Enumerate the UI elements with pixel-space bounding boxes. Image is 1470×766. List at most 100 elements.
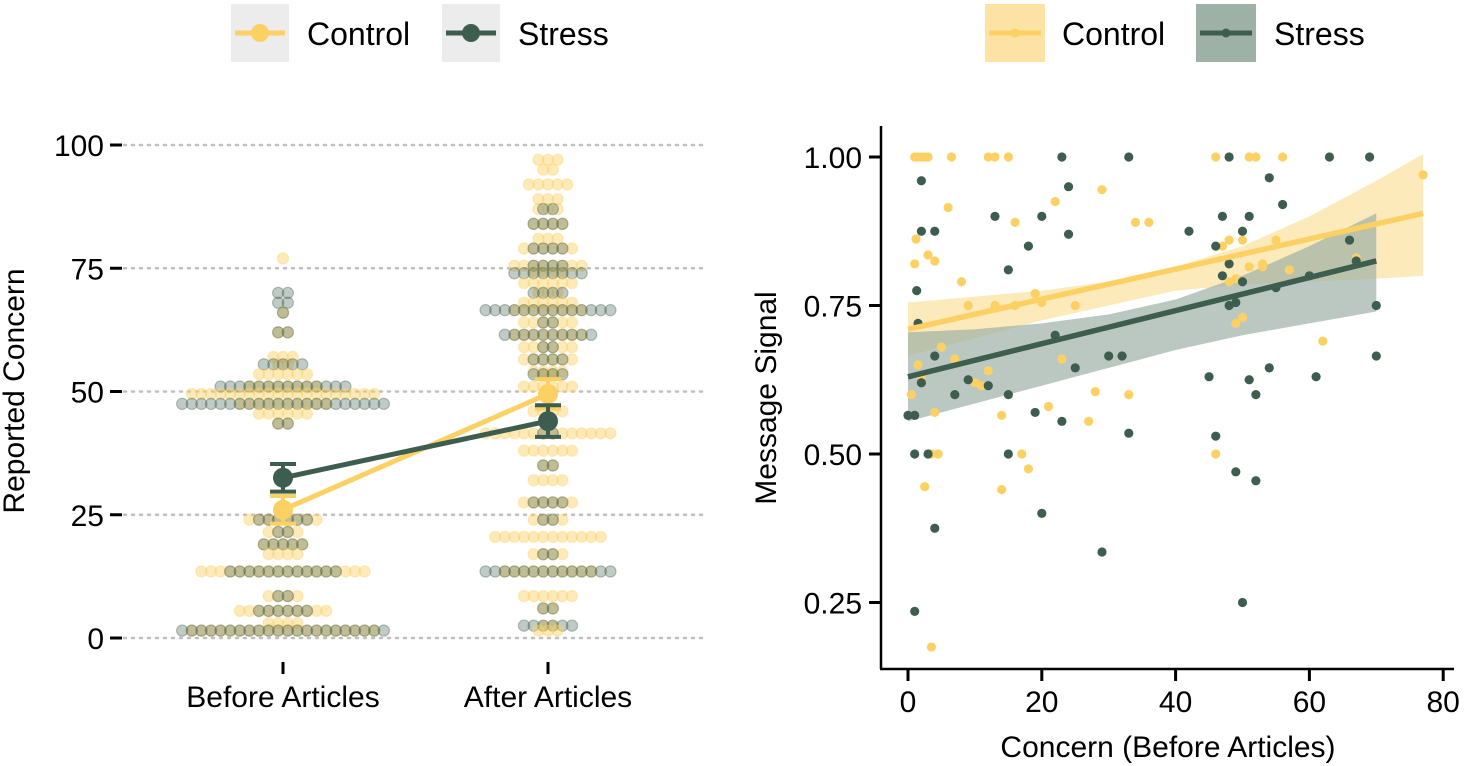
control-dot [546,316,560,329]
control-dot [508,530,521,544]
legend-label-control: Control [307,16,410,52]
stress-dot [281,589,294,603]
control-dot [565,242,579,255]
stress-dot [257,358,270,371]
control-dot [252,624,266,637]
stress-dot [537,602,550,615]
control-scatter-point [1244,152,1254,162]
stress-dot [175,397,189,411]
stress-scatter-point [1237,597,1248,608]
y-tick-label: 50 [71,377,104,410]
control-dot [272,525,285,539]
stress-dot [537,217,550,231]
stress-scatter-point [1063,229,1074,239]
control-dot [556,259,569,272]
control-dot [262,397,275,411]
control-dot [546,259,560,272]
stress-scatter-point [983,381,993,391]
stress-dot [575,266,588,280]
stress-scatter-point [1204,372,1214,382]
stress-dot [276,538,290,551]
control-dot [272,407,285,420]
stress-dot [556,286,569,300]
stress-dot [537,565,550,578]
control-dot [565,565,579,578]
control-scatter-point [933,449,943,459]
stress-scatter-point [1104,351,1114,361]
y-tick-label: 1.00 [804,142,862,175]
stress-mean-line [282,418,549,481]
control-dot [257,538,270,551]
legend-key-stress-point [1221,28,1231,38]
control-dot [527,530,540,544]
control-dot [556,365,569,378]
control-dot [281,565,294,578]
control-dot [546,340,560,354]
control-dot [281,617,294,630]
control-dot [214,565,227,578]
control-fit-line [907,210,1424,332]
control-dot [527,380,540,393]
control-dot [281,624,294,637]
control-dot [300,604,314,618]
left-panel: Control Stress 0 25 50 75 100 Before Article… [0,4,704,714]
control-dot [546,266,560,280]
control-dot [546,303,560,317]
control-dot [565,259,579,272]
control-scatter-point [950,354,960,364]
control-dot [565,276,579,290]
control-dot [537,217,550,231]
control-dot [320,604,333,618]
stress-dot [537,286,550,300]
stress-dot [565,619,579,632]
stress-dot [556,266,569,280]
control-dot [537,163,550,176]
control-dot [546,296,560,309]
control-dot [537,353,550,366]
control-scatter-point [1124,390,1134,400]
control-dot [546,565,560,578]
control-dot [575,259,588,272]
control-dot [348,387,362,401]
stress-scatter-point [1224,259,1234,269]
control-scatter-point [906,390,916,400]
stress-dot [556,217,569,231]
control-dot [517,530,531,544]
control-dot [204,387,218,401]
stress-dot [243,397,256,411]
control-dot [286,538,299,551]
stress-scatter-point [912,286,922,296]
control-scatter-point [1090,387,1100,397]
control-scatter-point [926,642,937,652]
control-dot [508,565,521,578]
control-dot [546,328,560,342]
control-dot [537,474,550,487]
stress-dot [233,565,246,578]
control-dot [551,232,564,245]
control-dot [556,303,569,317]
control-dot [594,530,608,544]
stress-dot [291,397,304,411]
control-dot [532,153,545,166]
control-dot [272,397,285,411]
left-x-axis: Before Articles After Articles [186,662,632,714]
control-dot [537,444,550,457]
control-dot [262,525,275,539]
y-tick-label: 0 [87,623,104,656]
control-dot [329,387,342,401]
stress-scatter-point [1117,351,1127,361]
control-dot [532,232,545,245]
control-dot [556,530,569,544]
control-dot [556,340,569,354]
stress-dot [508,565,521,578]
control-dot [339,624,352,637]
stress-dot [267,538,280,551]
stress-dot [377,397,390,411]
control-scatter-point [997,410,1007,420]
stress-dot [377,624,390,637]
stress-scatter-point [1057,416,1067,426]
stress-scatter-point [1237,277,1248,287]
control-scatter-point [1084,416,1094,426]
control-scatter-point [1057,354,1067,364]
control-dot [527,565,540,578]
